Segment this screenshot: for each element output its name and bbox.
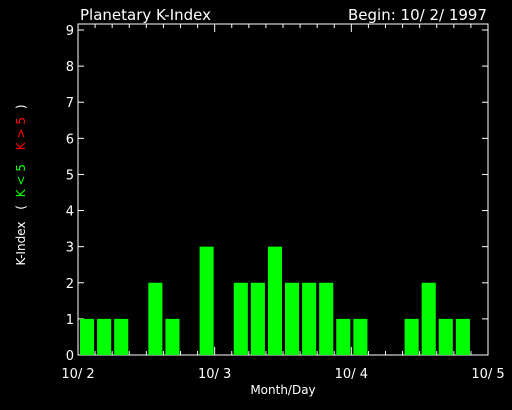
k-index-bar: [353, 318, 368, 355]
x-tick-label: 10/ 2: [61, 367, 94, 382]
k-index-bar: [148, 282, 163, 355]
chart-title: Planetary K-Index: [80, 6, 211, 24]
y-tick-label: 3: [66, 241, 74, 256]
y-axis-label-open-paren: (: [14, 205, 28, 210]
y-tick-label: 7: [66, 96, 74, 111]
k-index-bar: [319, 282, 334, 355]
y-tick-label: 8: [66, 60, 74, 75]
k-index-bar: [404, 318, 419, 355]
y-tick-label: 4: [66, 205, 74, 220]
k-index-bar: [233, 282, 248, 355]
x-axis-label: Month/Day: [250, 383, 315, 397]
k-index-bar: [267, 246, 282, 355]
legend-low-label: K < 5: [14, 164, 28, 197]
y-axis-label-close-paren: ): [14, 104, 28, 109]
y-axis-label: K-Index ( K < 5 K > 5 ): [14, 104, 28, 265]
bars: [80, 246, 470, 355]
k-index-bar: [80, 318, 95, 355]
k-index-bar: [114, 318, 129, 355]
k-index-bar: [97, 318, 112, 355]
y-tick-label: 2: [66, 277, 74, 292]
y-tick-label: 1: [66, 313, 74, 328]
k-index-bar: [199, 246, 214, 355]
x-tick-label: 10/ 3: [198, 367, 231, 382]
k-index-bar: [302, 282, 317, 355]
k-index-bar: [250, 282, 265, 355]
y-axis-label-prefix: K-Index: [14, 222, 28, 266]
k-index-bar: [421, 282, 436, 355]
y-tick-label: 0: [66, 349, 74, 364]
y-tick-label: 9: [66, 24, 74, 39]
x-tick-label: 10/ 5: [471, 367, 504, 382]
k-index-bar: [455, 318, 470, 355]
legend-high-label: K > 5: [14, 117, 28, 150]
k-index-bar: [438, 318, 453, 355]
y-tick-label: 6: [66, 132, 74, 147]
y-axis: 0 1 2 3 4 5 6 7 8 9: [66, 24, 488, 364]
x-tick-label: 10/ 4: [335, 367, 368, 382]
y-tick-label: 5: [66, 168, 74, 183]
begin-date-label: Begin: 10/ 2/ 1997: [348, 6, 487, 24]
k-index-bar: [285, 282, 300, 355]
x-axis: 10/ 2 10/ 3 10/ 4 10/ 5: [61, 24, 505, 382]
k-index-bar: [336, 318, 351, 355]
k-index-bar: [165, 318, 180, 355]
